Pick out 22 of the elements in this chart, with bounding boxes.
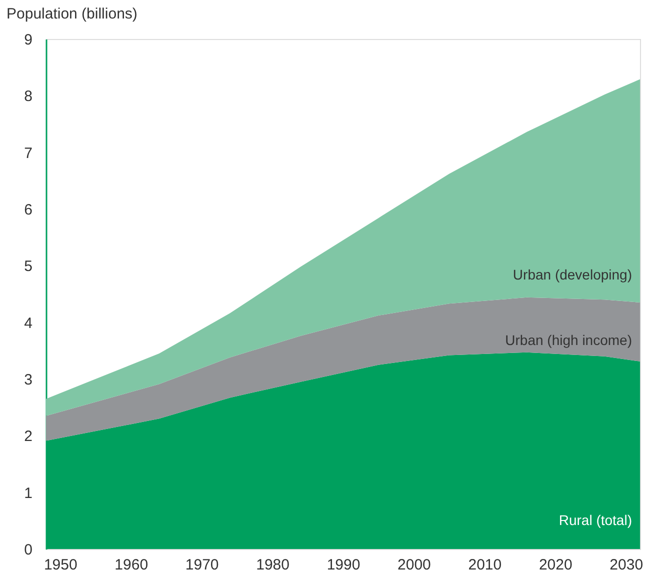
x-tick-label: 2030 [610, 556, 644, 574]
x-tick-label: 2020 [538, 556, 572, 574]
y-tick-label: 1 [24, 484, 32, 502]
y-tick-label: 2 [24, 428, 32, 446]
y-tick-label: 7 [24, 144, 32, 162]
y-tick-label: 9 [24, 32, 32, 48]
x-tick-label: 1960 [114, 556, 148, 574]
y-tick-label: 0 [24, 542, 32, 558]
series-label: Urban (developing) [512, 266, 632, 283]
y-axis-title: Population (billions) [6, 6, 138, 22]
x-tick-label: 1980 [256, 556, 290, 574]
x-tick-label: 1970 [185, 556, 219, 574]
y-tick-label: 8 [24, 88, 32, 106]
y-tick-label: 5 [24, 258, 32, 276]
x-tick-label: 1990 [326, 556, 360, 574]
y-tick-label: 4 [24, 314, 32, 332]
y-tick-label: 3 [24, 372, 32, 388]
x-tick-label: 2010 [468, 556, 502, 574]
y-tick-label: 6 [24, 202, 32, 218]
x-tick-label: 1950 [44, 556, 78, 574]
x-tick-label: 2000 [398, 556, 431, 574]
series-label: Urban (high income) [505, 332, 632, 348]
